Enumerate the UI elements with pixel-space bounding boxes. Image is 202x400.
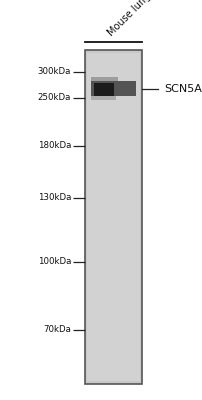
Bar bbox=[93, 83, 113, 96]
Text: 70kDa: 70kDa bbox=[43, 326, 71, 334]
Text: 300kDa: 300kDa bbox=[38, 68, 71, 76]
Text: 180kDa: 180kDa bbox=[38, 142, 71, 150]
Bar bbox=[91, 96, 115, 100]
Text: 250kDa: 250kDa bbox=[38, 94, 71, 102]
Text: 100kDa: 100kDa bbox=[38, 258, 71, 266]
Text: Mouse lung: Mouse lung bbox=[105, 0, 152, 38]
Text: SCN5A: SCN5A bbox=[164, 84, 201, 94]
Bar bbox=[91, 81, 135, 96]
Text: 130kDa: 130kDa bbox=[38, 194, 71, 202]
Bar bbox=[86, 53, 140, 381]
Bar bbox=[85, 50, 141, 384]
Bar bbox=[91, 78, 118, 81]
